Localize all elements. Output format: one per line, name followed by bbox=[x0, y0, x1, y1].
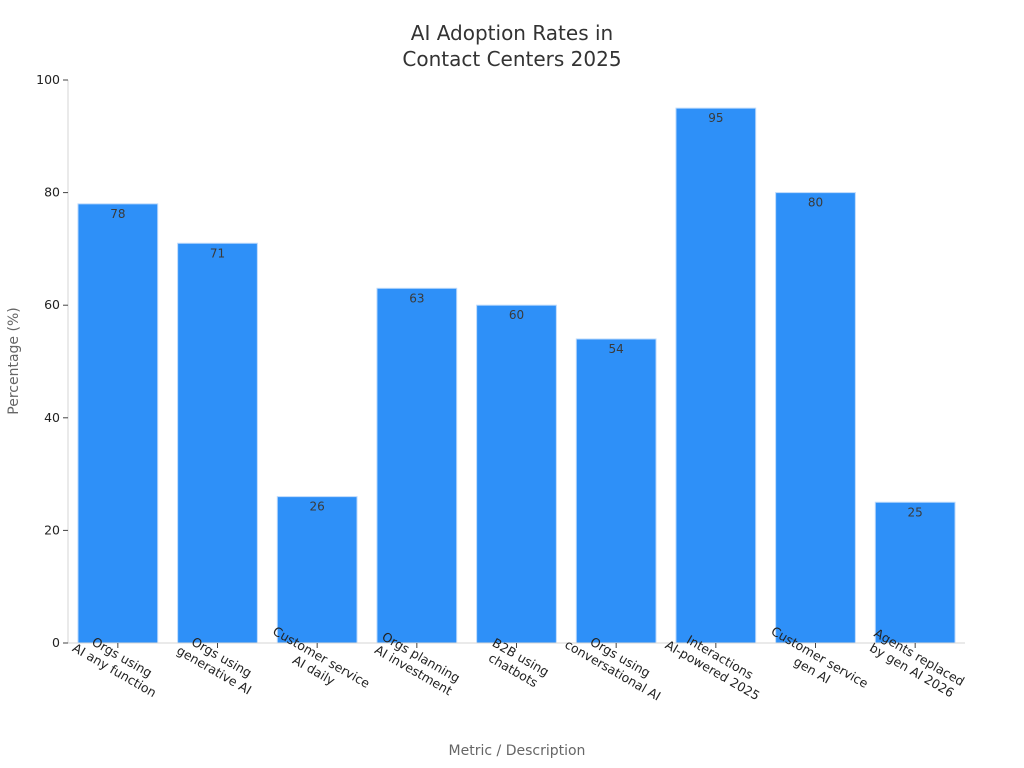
y-axis-title: Percentage (%) bbox=[6, 307, 22, 414]
bar-value-label: 54 bbox=[609, 342, 624, 356]
y-tick-label: 0 bbox=[52, 635, 60, 650]
bars-group bbox=[77, 107, 956, 644]
y-tick-label: 40 bbox=[44, 410, 60, 425]
bar bbox=[476, 304, 557, 644]
y-tick-label: 20 bbox=[44, 522, 60, 537]
x-axis-title: Metric / Description bbox=[449, 743, 586, 759]
bar-value-label: 25 bbox=[908, 505, 923, 519]
bar-value-label: 60 bbox=[509, 308, 524, 322]
bar bbox=[177, 242, 258, 644]
bar-value-label: 26 bbox=[310, 500, 325, 514]
bar-value-label: 80 bbox=[808, 196, 823, 210]
bar-value-label: 63 bbox=[409, 291, 424, 305]
y-tick-label: 80 bbox=[44, 185, 60, 200]
bar bbox=[775, 192, 856, 644]
y-tick-label: 100 bbox=[36, 72, 60, 87]
bar bbox=[675, 107, 757, 644]
data-labels-group: 78 71 26 63 60 54 95 80 25 bbox=[110, 111, 923, 519]
bar bbox=[276, 496, 358, 644]
y-tick-label: 60 bbox=[44, 297, 60, 312]
chart-title-line-1: AI Adoption Rates in bbox=[411, 21, 613, 45]
bar bbox=[376, 287, 458, 644]
bar-value-label: 95 bbox=[708, 111, 723, 125]
bar-value-label: 71 bbox=[210, 246, 225, 260]
chart-title-line-2: Contact Centers 2025 bbox=[402, 47, 621, 71]
y-axis: 0 20 40 60 80 100 bbox=[36, 72, 69, 650]
bar bbox=[874, 501, 956, 644]
bar bbox=[77, 203, 159, 644]
bar bbox=[575, 338, 657, 644]
bar-value-label: 78 bbox=[110, 207, 125, 221]
